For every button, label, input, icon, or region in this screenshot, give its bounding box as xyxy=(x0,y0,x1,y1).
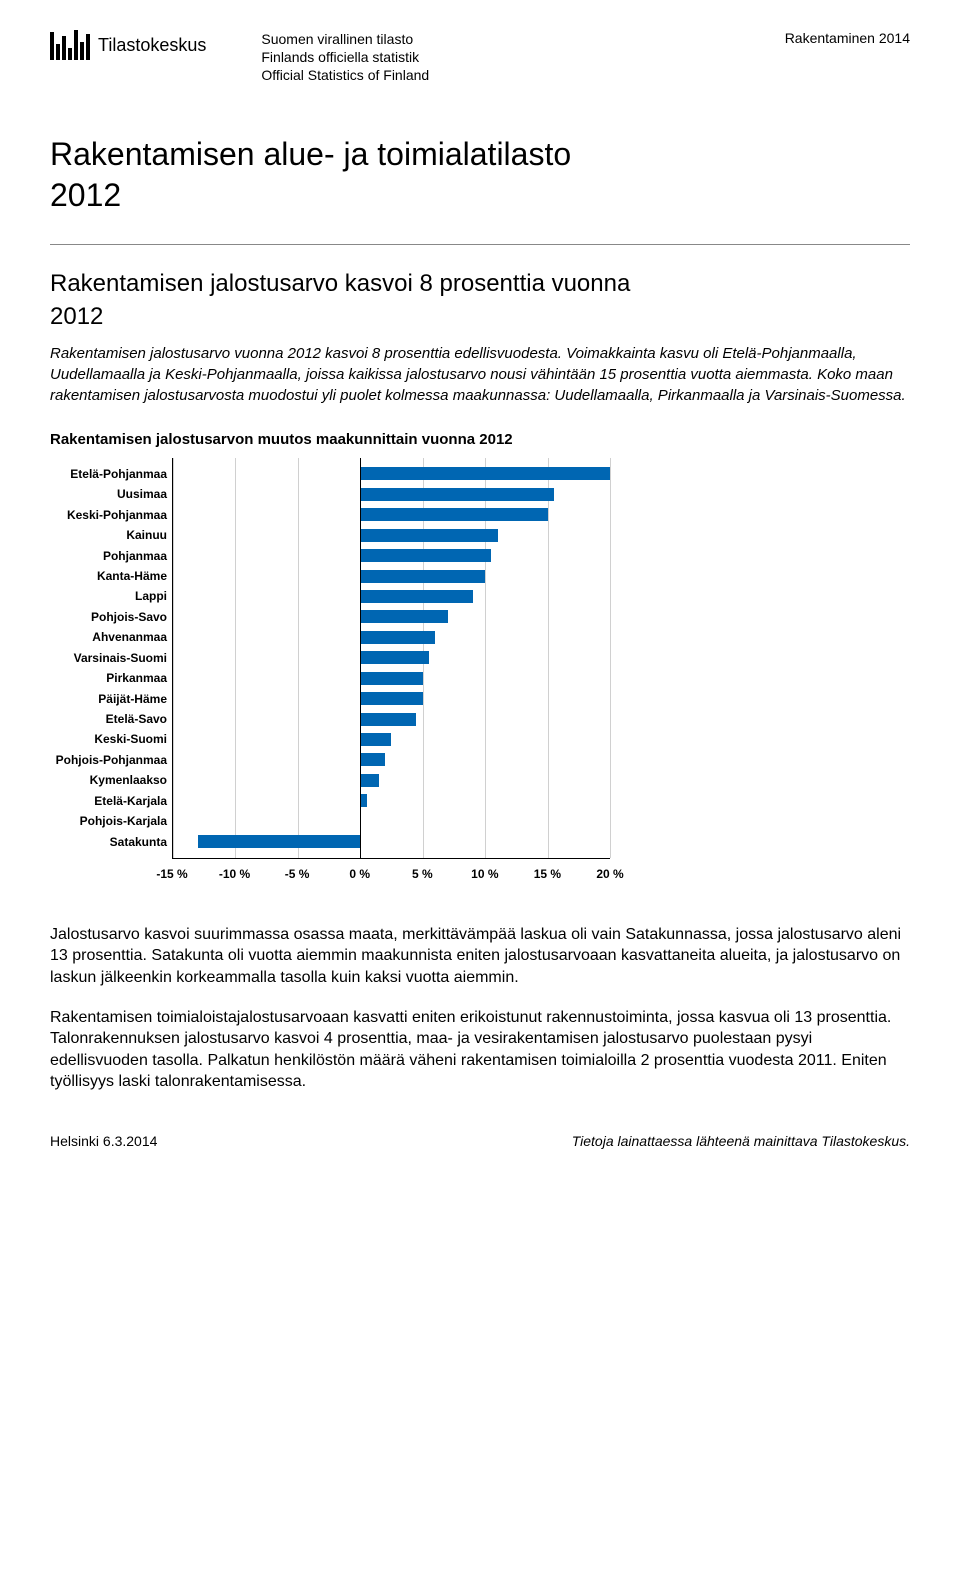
body-para-1: Jalostusarvo kasvoi suurimmassa osassa m… xyxy=(50,924,910,989)
chart-row-label: Kanta-Häme xyxy=(97,569,167,583)
chart-bar xyxy=(198,835,360,848)
x-axis-tick: 10 % xyxy=(471,867,498,881)
chart-row: Ahvenanmaa xyxy=(173,627,610,647)
chart-row: Keski-Suomi xyxy=(173,729,610,749)
chart-row-label: Kainuu xyxy=(126,528,167,542)
chart-row-label: Pohjanmaa xyxy=(103,549,167,563)
divider xyxy=(50,244,910,245)
chart-row-label: Etelä-Pohjanmaa xyxy=(70,467,167,481)
chart-bar xyxy=(360,774,379,787)
org-name: Tilastokeskus xyxy=(98,35,206,56)
title-year: 2012 xyxy=(50,177,910,214)
chart-row-label: Satakunta xyxy=(110,835,167,849)
chart-rows: Etelä-PohjanmaaUusimaaKeski-PohjanmaaKai… xyxy=(173,458,610,858)
chart-row: Pohjois-Karjala xyxy=(173,811,610,831)
x-axis-tick: 5 % xyxy=(412,867,433,881)
chart-row: Keski-Pohjanmaa xyxy=(173,505,610,525)
chart-row: Uusimaa xyxy=(173,484,610,504)
subtitle: Rakentamisen jalostusarvo kasvoi 8 prose… xyxy=(50,270,910,299)
chart-bar xyxy=(360,488,554,501)
chart-row-label: Pohjois-Savo xyxy=(91,610,167,624)
official-stats-lines: Suomen virallinen tilasto Finlands offic… xyxy=(261,30,429,85)
logo: Tilastokeskus xyxy=(50,30,206,60)
chart-row-label: Ahvenanmaa xyxy=(92,630,167,644)
page-footer: Helsinki 6.3.2014 Tietoja lainattaessa l… xyxy=(50,1133,910,1149)
chart-row-label: Pohjois-Karjala xyxy=(80,814,167,828)
topic-label: Rakentaminen 2014 xyxy=(785,30,910,46)
chart-x-axis: -15 %-10 %-5 %0 %5 %10 %15 %20 % xyxy=(172,864,610,894)
chart-bar xyxy=(360,713,416,726)
chart-row: Satakunta xyxy=(173,831,610,851)
chart-row: Varsinais-Suomi xyxy=(173,648,610,668)
chart-row: Pohjanmaa xyxy=(173,545,610,565)
footer-citation: Tietoja lainattaessa lähteenä mainittava… xyxy=(572,1133,910,1149)
chart-bar xyxy=(360,529,497,542)
chart-bar xyxy=(360,753,385,766)
chart-row-label: Varsinais-Suomi xyxy=(74,651,167,665)
x-axis-tick: -15 % xyxy=(156,867,187,881)
chart-bar xyxy=(360,467,610,480)
chart-row-label: Päijät-Häme xyxy=(98,692,167,706)
chart-row-label: Uusimaa xyxy=(117,487,167,501)
header-left: Tilastokeskus Suomen virallinen tilasto … xyxy=(50,30,429,85)
chart-row-label: Lappi xyxy=(135,589,167,603)
chart-plot-area: Etelä-PohjanmaaUusimaaKeski-PohjanmaaKai… xyxy=(172,458,610,859)
chart-row-label: Keski-Suomi xyxy=(94,732,167,746)
chart-bar xyxy=(360,590,472,603)
x-axis-tick: 20 % xyxy=(596,867,623,881)
chart-row-label: Etelä-Savo xyxy=(106,712,167,726)
chart-bar xyxy=(360,549,491,562)
x-axis-tick: -10 % xyxy=(219,867,250,881)
chart-bar xyxy=(360,651,429,664)
chart-row-label: Pohjois-Pohjanmaa xyxy=(56,753,167,767)
chart-row: Kainuu xyxy=(173,525,610,545)
chart-row: Etelä-Pohjanmaa xyxy=(173,464,610,484)
stat-line-sv: Finlands officiella statistik xyxy=(261,48,429,66)
chart-row: Kanta-Häme xyxy=(173,566,610,586)
stats-logo-icon xyxy=(50,30,90,60)
chart-bar xyxy=(360,672,422,685)
chart-row-label: Kymenlaakso xyxy=(90,773,167,787)
chart-bar xyxy=(360,631,435,644)
chart-row: Etelä-Savo xyxy=(173,709,610,729)
chart-row: Lappi xyxy=(173,586,610,606)
stat-line-fi: Suomen virallinen tilasto xyxy=(261,30,429,48)
chart-row-label: Keski-Pohjanmaa xyxy=(67,508,167,522)
page-title: Rakentamisen alue- ja toimialatilasto xyxy=(50,135,910,173)
chart-row: Päijät-Häme xyxy=(173,688,610,708)
chart-row: Etelä-Karjala xyxy=(173,791,610,811)
x-axis-tick: 15 % xyxy=(534,867,561,881)
footer-date: Helsinki 6.3.2014 xyxy=(50,1133,157,1149)
chart-row: Pohjois-Pohjanmaa xyxy=(173,750,610,770)
bar-chart: Etelä-PohjanmaaUusimaaKeski-PohjanmaaKai… xyxy=(50,458,610,894)
stat-line-en: Official Statistics of Finland xyxy=(261,66,429,84)
chart-bar xyxy=(360,570,485,583)
chart-row-label: Etelä-Karjala xyxy=(94,794,167,808)
page-header: Tilastokeskus Suomen virallinen tilasto … xyxy=(50,30,910,85)
chart-bar xyxy=(360,610,447,623)
chart-bar xyxy=(360,508,547,521)
x-axis-tick: 0 % xyxy=(349,867,370,881)
body-para-2: Rakentamisen toimialoistajalostusarvoaan… xyxy=(50,1007,910,1093)
chart-title: Rakentamisen jalostusarvon muutos maakun… xyxy=(50,431,910,448)
chart-row: Kymenlaakso xyxy=(173,770,610,790)
x-axis-tick: -5 % xyxy=(285,867,310,881)
chart-row-label: Pirkanmaa xyxy=(106,671,167,685)
lead-paragraph: Rakentamisen jalostusarvo vuonna 2012 ka… xyxy=(50,343,910,406)
chart-bar xyxy=(360,733,391,746)
chart-row: Pirkanmaa xyxy=(173,668,610,688)
subtitle-year: 2012 xyxy=(50,303,910,331)
chart-bar xyxy=(360,692,422,705)
chart-row: Pohjois-Savo xyxy=(173,607,610,627)
